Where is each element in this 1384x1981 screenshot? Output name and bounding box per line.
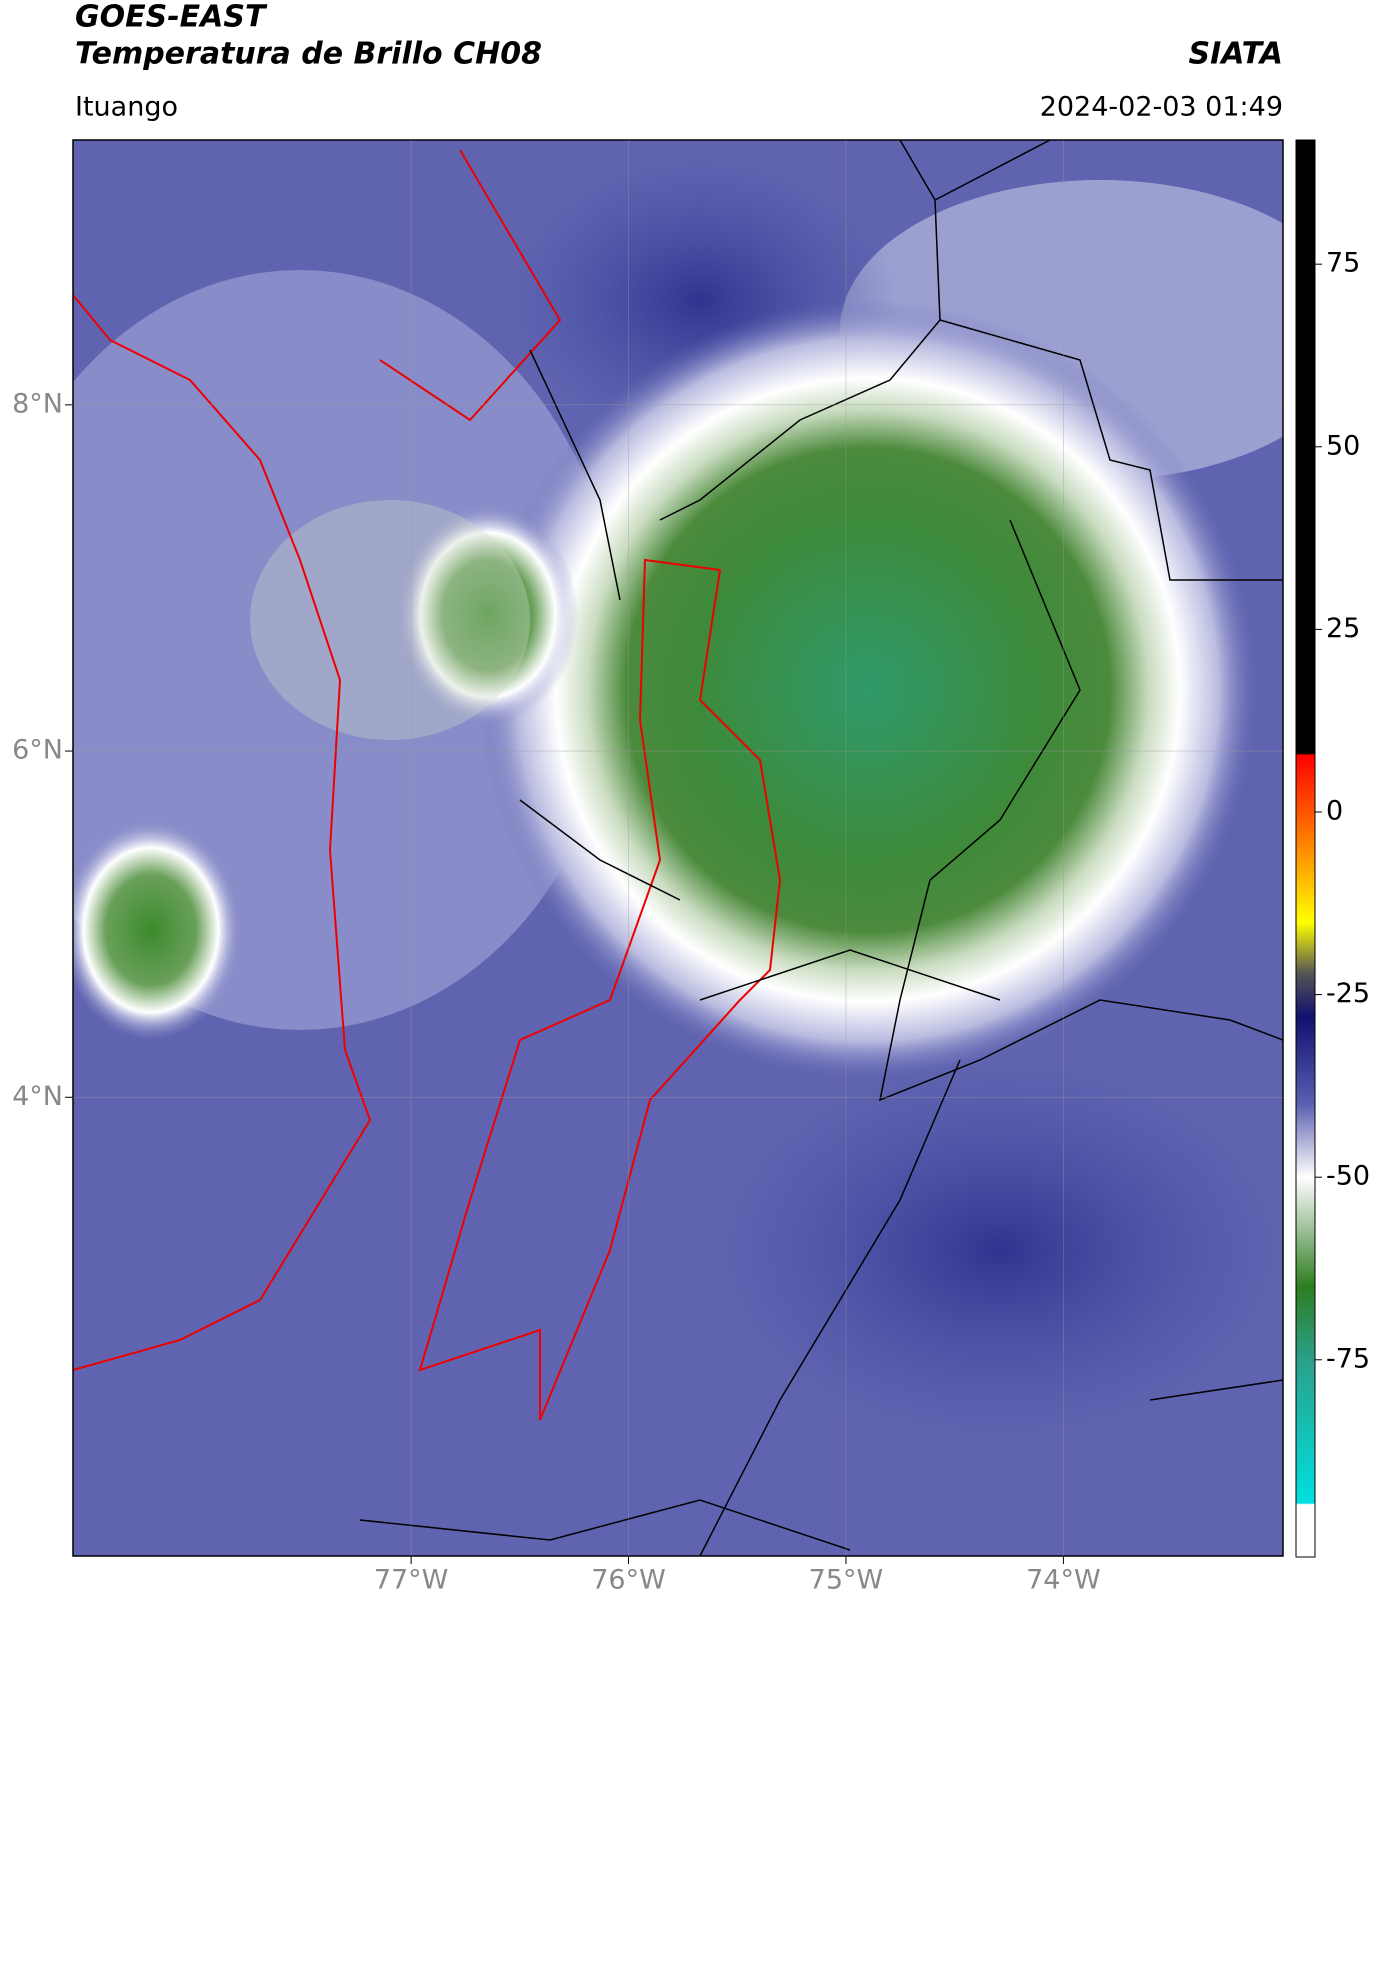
colorbar-tick-label: -75 xyxy=(1326,1343,1370,1374)
location: Ituango xyxy=(75,92,178,123)
colorbar xyxy=(1295,139,1316,1558)
colorbar-tick-label: 50 xyxy=(1326,430,1360,461)
datetime: 2024-02-03 01:49 xyxy=(1040,92,1283,123)
x-tick-label: 75°W xyxy=(809,1565,884,1596)
colorbar-tick-label: 0 xyxy=(1326,795,1343,826)
colorbar-tick-label: -50 xyxy=(1326,1161,1370,1192)
y-tick-label: 6°N xyxy=(12,735,63,766)
x-tick-label: 76°W xyxy=(591,1565,666,1596)
x-tick-label: 77°W xyxy=(374,1565,449,1596)
map-frame xyxy=(72,139,1284,1557)
subtitle: Temperatura de Brillo CH08 xyxy=(75,37,542,72)
colorbar-tick-label: 75 xyxy=(1326,248,1360,279)
y-tick-label: 4°N xyxy=(12,1081,63,1112)
x-tick-label: 74°W xyxy=(1026,1565,1101,1596)
colorbar-tick-label: 25 xyxy=(1326,613,1360,644)
y-tick-label: 8°N xyxy=(12,388,63,419)
colorbar-tick-label: -25 xyxy=(1326,978,1370,1009)
title: GOES-EAST xyxy=(75,0,268,35)
satellite-image xyxy=(73,140,1283,1556)
source: SIATA xyxy=(1189,37,1283,72)
